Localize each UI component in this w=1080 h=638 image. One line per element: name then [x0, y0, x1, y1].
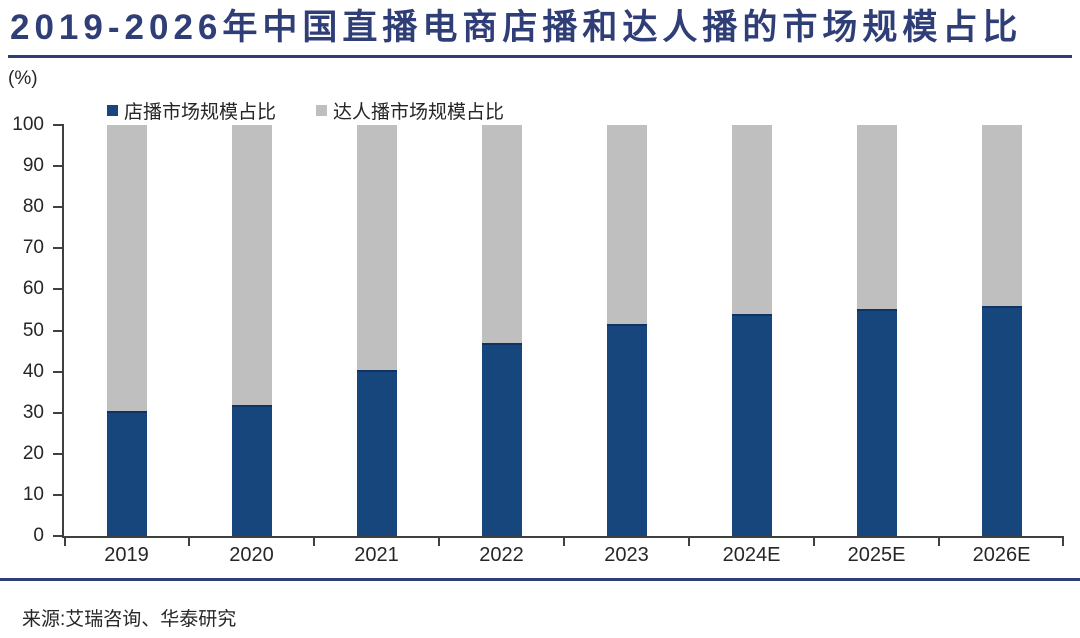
x-axis-tick-mark	[563, 538, 565, 546]
bar-segment-influencer-2023	[606, 125, 647, 324]
y-axis-tick-mark	[53, 452, 64, 455]
bar-segment-influencer-2024E	[731, 125, 772, 315]
y-axis-tick-label: 40	[22, 360, 44, 382]
x-axis-tick-mark	[438, 538, 440, 546]
stacked-bar-2019	[106, 125, 147, 536]
y-axis-tick-mark	[53, 165, 64, 168]
footer-divider	[0, 578, 1080, 581]
x-axis-label-2019: 2019	[104, 544, 149, 566]
x-axis-tick-mark	[938, 538, 940, 546]
y-axis-tick-mark	[53, 535, 64, 537]
y-axis-unit-label: (%)	[8, 68, 38, 89]
y-axis-tick-label: 30	[22, 401, 44, 423]
stacked-bar-2020	[231, 125, 272, 536]
y-axis-tick-label: 90	[22, 155, 44, 177]
legend-swatch-store-broadcast	[107, 105, 118, 116]
x-axis-label-2024E: 2024E	[722, 544, 781, 566]
x-axis-label-2022: 2022	[479, 544, 524, 566]
bar-segment-store-2025E	[856, 308, 897, 536]
y-axis-tick-mark	[53, 206, 64, 209]
x-axis-label-2020: 2020	[229, 544, 274, 566]
y-axis-tick-label: 50	[22, 319, 44, 341]
bar-segment-influencer-2022	[481, 125, 522, 343]
bar-segment-influencer-2025E	[856, 125, 897, 309]
legend-item-influencer-broadcast: 达人播市场规模占比	[316, 97, 504, 124]
stacked-bar-2022	[481, 125, 522, 536]
bar-segment-store-2022	[481, 342, 522, 536]
bar-segment-influencer-2019	[106, 125, 147, 412]
stacked-bar-2025E	[856, 125, 897, 536]
y-axis-tick-mark	[53, 288, 64, 291]
bar-segment-store-2019	[106, 411, 147, 536]
x-axis-label-2021: 2021	[354, 544, 399, 566]
y-axis-tick-label: 70	[22, 237, 44, 259]
bar-segment-influencer-2021	[356, 125, 397, 370]
x-axis-label-2026E: 2026E	[972, 544, 1031, 566]
title-divider	[8, 55, 1072, 58]
bar-segment-influencer-2020	[231, 125, 272, 406]
y-axis-tick-mark	[53, 493, 64, 496]
chart-legend: 店播市场规模占比 达人播市场规模占比	[107, 97, 504, 124]
y-axis-tick-mark	[53, 329, 64, 332]
x-axis-tick-mark	[688, 538, 690, 546]
x-axis-label-2025E: 2025E	[847, 544, 906, 566]
plot-area: 100 90 80 70 60 50 40 30 20 10 0 2019 2020 2021 2022 20…	[12, 115, 1064, 566]
y-axis-tick-mark	[53, 411, 64, 414]
y-axis-tick-label: 60	[22, 278, 44, 300]
stacked-bar-2024E	[731, 125, 772, 536]
bar-segment-influencer-2026E	[981, 125, 1022, 306]
x-axis-tick-mark	[188, 538, 190, 546]
y-axis-tick-label: 10	[22, 483, 44, 505]
x-axis-tick-mark	[813, 538, 815, 546]
legend-swatch-influencer-broadcast	[316, 105, 328, 116]
x-axis-tick-mark	[313, 538, 315, 546]
bar-segment-store-2020	[231, 405, 272, 536]
y-axis-tick-label: 80	[22, 196, 44, 218]
x-axis-tick-mark	[1062, 538, 1064, 546]
legend-item-store-broadcast: 店播市场规模占比	[107, 97, 276, 124]
stacked-bar-2021	[356, 125, 397, 536]
legend-label-store-broadcast: 店播市场规模占比	[124, 102, 277, 123]
stacked-bar-2026E	[981, 125, 1022, 536]
x-axis-label-2023: 2023	[604, 544, 649, 566]
y-axis-tick-label: 0	[33, 525, 44, 546]
bar-segment-store-2021	[356, 369, 397, 536]
legend-label-influencer-broadcast: 达人播市场规模占比	[333, 102, 505, 123]
bar-segment-store-2023	[606, 323, 647, 536]
y-axis-tick-mark	[53, 247, 64, 250]
bar-segment-store-2026E	[981, 305, 1022, 536]
x-axis-tick-mark	[64, 538, 66, 546]
y-axis-tick-label: 20	[22, 442, 44, 464]
page-title: 2019-2026年中国直播电商店播和达人播的市场规模占比	[10, 8, 1023, 47]
y-axis-tick-mark	[53, 370, 64, 373]
bar-segment-store-2024E	[731, 314, 772, 536]
y-axis-tick-mark	[53, 124, 64, 126]
y-axis-tick-label: 100	[12, 114, 44, 135]
source-note: 来源:艾瑞咨询、华泰研究	[22, 609, 237, 630]
stacked-bar-2023	[606, 125, 647, 536]
